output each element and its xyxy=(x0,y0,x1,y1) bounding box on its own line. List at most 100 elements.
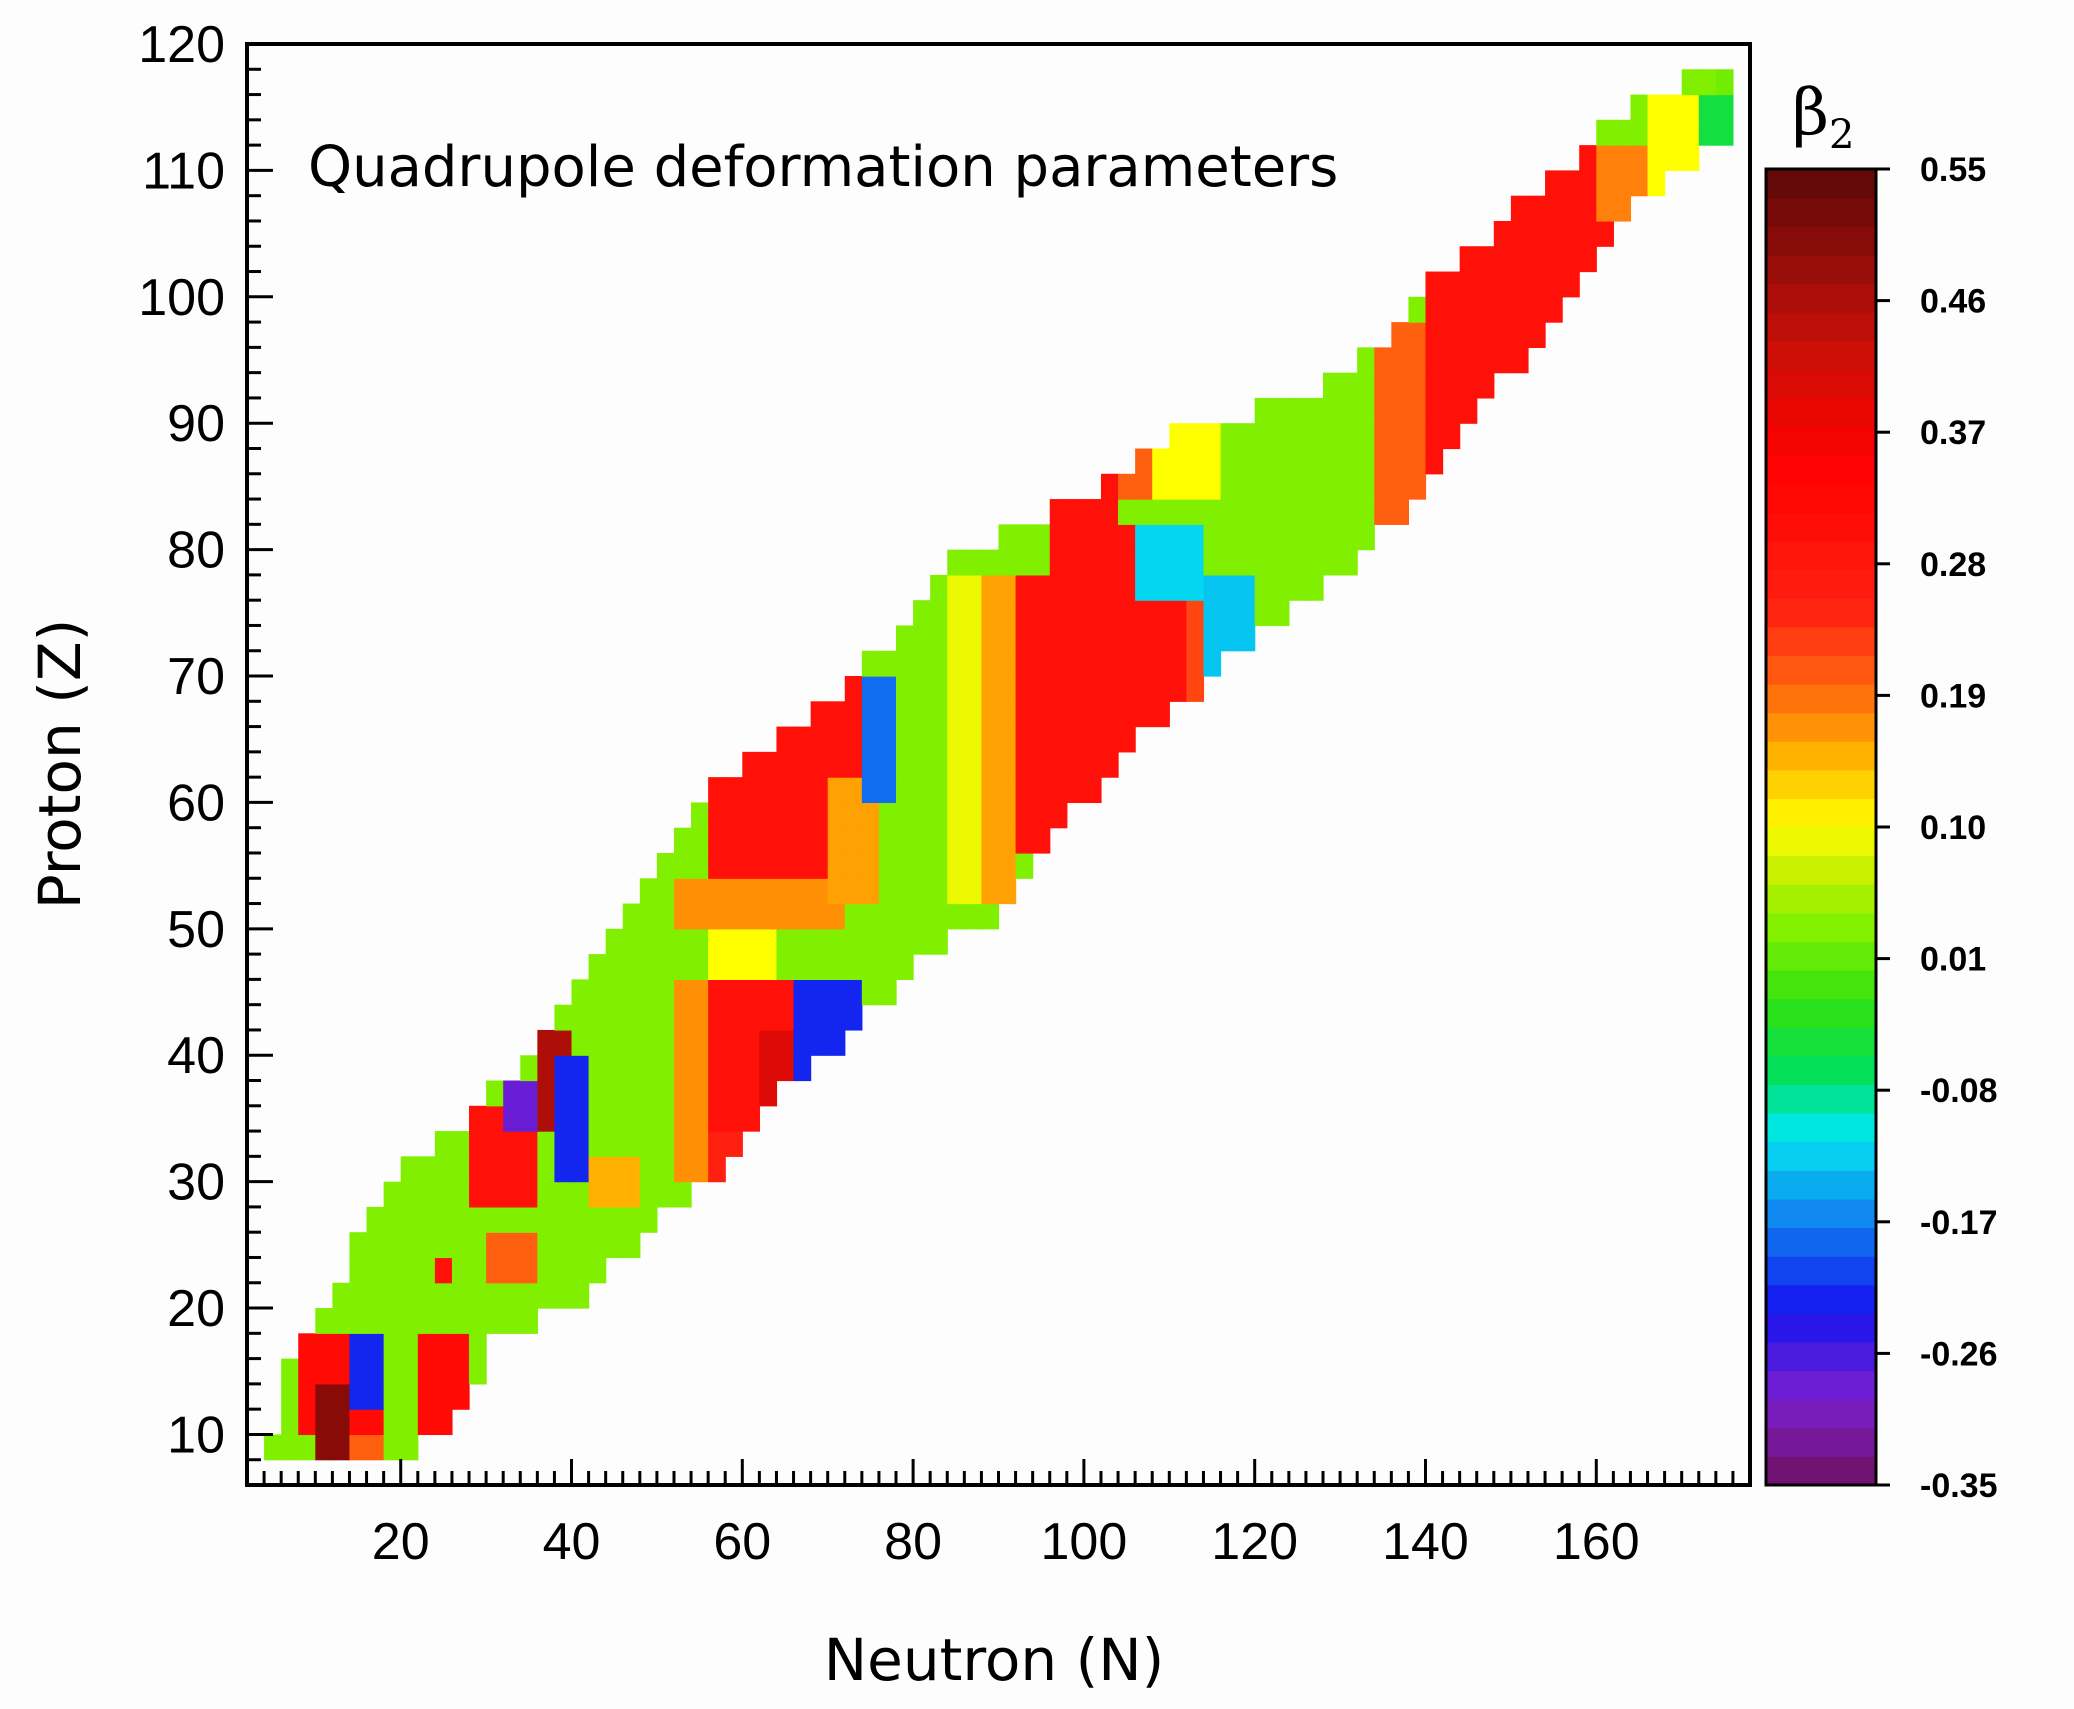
heatmap-cell xyxy=(1527,271,1546,298)
heatmap-cell xyxy=(1613,195,1632,222)
heatmap-cell xyxy=(1647,170,1666,197)
heatmap-cell xyxy=(981,878,1000,905)
heatmap-cell xyxy=(1510,246,1529,273)
heatmap-cell xyxy=(639,1105,658,1132)
heatmap-cell xyxy=(708,1080,726,1107)
heatmap-cell xyxy=(417,1383,436,1410)
heatmap-cell xyxy=(1015,751,1034,778)
heatmap-cell xyxy=(673,903,692,930)
heatmap-cell xyxy=(1271,549,1290,576)
heatmap-cell xyxy=(537,1029,556,1056)
heatmap-cell xyxy=(520,1105,538,1132)
heatmap-cell xyxy=(588,1105,607,1132)
heatmap-cell xyxy=(673,1080,692,1107)
heatmap-cell xyxy=(1186,499,1205,525)
heatmap-cell xyxy=(810,1004,829,1031)
heatmap-cell xyxy=(366,1383,385,1410)
colorbar-band xyxy=(1766,1113,1876,1143)
heatmap-cell xyxy=(759,903,778,930)
heatmap-cell xyxy=(622,1004,641,1031)
heatmap-cell xyxy=(554,1055,573,1082)
heatmap-cell xyxy=(844,701,863,728)
heatmap-cell xyxy=(947,827,965,854)
heatmap-cell xyxy=(400,1282,419,1309)
heatmap-cell xyxy=(554,1282,573,1309)
heatmap-cell xyxy=(913,852,931,879)
heatmap-cell xyxy=(1323,397,1341,424)
heatmap-cell xyxy=(1664,119,1683,146)
heatmap-cell xyxy=(434,1232,453,1259)
heatmap-cell xyxy=(1015,827,1034,854)
heatmap-cell xyxy=(1118,676,1136,702)
heatmap-cell xyxy=(878,903,897,930)
heatmap-cell xyxy=(947,701,965,728)
heatmap-cell xyxy=(827,903,846,930)
heatmap-cell xyxy=(1083,574,1102,601)
heatmap-cell xyxy=(708,777,726,804)
heatmap-cell xyxy=(793,802,812,829)
heatmap-cell xyxy=(639,878,658,905)
heatmap-cell xyxy=(281,1434,299,1461)
heatmap-cell xyxy=(486,1282,504,1309)
colorbar-band xyxy=(1766,483,1876,513)
heatmap-cell xyxy=(793,954,812,980)
heatmap-cell xyxy=(1340,524,1358,551)
heatmap-cell xyxy=(708,979,726,1006)
heatmap-cell xyxy=(1391,347,1410,374)
heatmap-cell xyxy=(605,1131,624,1157)
heatmap-cell xyxy=(315,1308,333,1334)
heatmap-cell xyxy=(1083,625,1102,652)
heatmap-cell xyxy=(349,1358,368,1385)
heatmap-cell xyxy=(691,979,709,1006)
colorbar-band xyxy=(1766,1284,1876,1314)
colorbar-band xyxy=(1766,769,1876,799)
heatmap-cell xyxy=(1288,524,1307,551)
heatmap-cell xyxy=(588,1257,607,1284)
y-tick-label: 110 xyxy=(142,142,225,200)
heatmap-cell xyxy=(315,1333,333,1360)
heatmap-cell xyxy=(844,827,863,854)
heatmap-cell xyxy=(1032,701,1051,728)
heatmap-cell xyxy=(588,954,607,980)
heatmap-cell xyxy=(366,1333,385,1360)
heatmap-cell xyxy=(981,676,1000,702)
heatmap-cell xyxy=(656,1080,675,1107)
heatmap-cell xyxy=(947,777,965,804)
heatmap-cell xyxy=(366,1282,385,1309)
heatmap-cell xyxy=(947,751,965,778)
heatmap-cell xyxy=(725,1105,743,1132)
heatmap-cell xyxy=(691,1055,709,1082)
heatmap-cell xyxy=(673,852,692,879)
heatmap-cell xyxy=(1340,448,1358,475)
colorbar-tick-label: 0.10 xyxy=(1920,809,1986,847)
heatmap-cell xyxy=(1100,549,1119,576)
heatmap-cell xyxy=(639,1131,658,1157)
heatmap-cell xyxy=(1237,549,1256,576)
heatmap-cell xyxy=(417,1409,436,1436)
heatmap-cell xyxy=(1169,574,1187,601)
heatmap-cell xyxy=(947,676,965,702)
heatmap-cell xyxy=(1032,524,1051,551)
heatmap-cell xyxy=(1220,574,1239,601)
heatmap-cell xyxy=(947,600,965,627)
heatmap-cell xyxy=(1220,524,1239,551)
colorbar-tick-label: -0.08 xyxy=(1920,1072,1998,1110)
heatmap-cell xyxy=(708,878,726,905)
heatmap-cell xyxy=(1562,246,1580,273)
heatmap-cell xyxy=(1442,397,1461,424)
heatmap-cell xyxy=(725,1131,743,1157)
heatmap-cell xyxy=(451,1181,470,1208)
heatmap-cell xyxy=(1169,423,1187,450)
heatmap-cell xyxy=(673,827,692,854)
heatmap-cell xyxy=(998,802,1017,829)
heatmap-cell xyxy=(503,1131,521,1157)
heatmap-cell xyxy=(998,600,1017,627)
colorbar-band xyxy=(1766,855,1876,885)
heatmap-cell xyxy=(1203,574,1222,601)
heatmap-cell xyxy=(588,1004,607,1031)
heatmap-cell xyxy=(1049,600,1068,627)
heatmap-cell xyxy=(1186,423,1205,450)
heatmap-cell xyxy=(1408,322,1427,348)
heatmap-cell xyxy=(708,903,726,930)
heatmap-cell xyxy=(400,1181,419,1208)
